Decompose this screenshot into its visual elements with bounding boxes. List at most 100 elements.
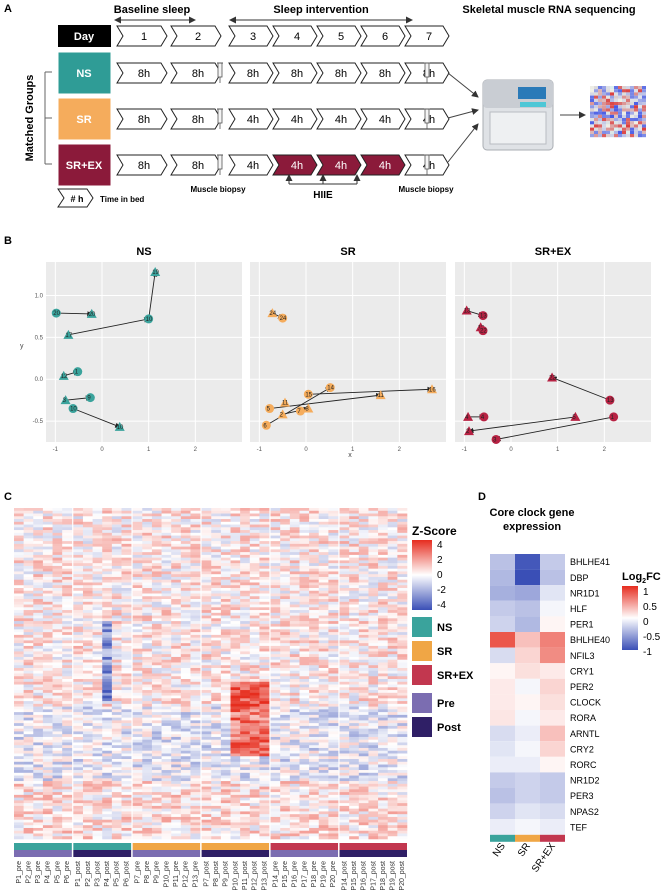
clock-heat-cell: [540, 554, 565, 570]
baseline-sleep-label: Baseline sleep: [114, 4, 191, 16]
time-in-bed-chevron: [228, 62, 274, 84]
facet-title: SR+EX: [535, 246, 572, 258]
pre-point: [375, 390, 386, 400]
post-point: [479, 412, 489, 422]
sample-label: P12_post: [252, 861, 259, 891]
panel-a-letter: A: [4, 3, 12, 15]
time-in-bed-chevron: [170, 108, 222, 130]
time-legend: Pre Post: [412, 693, 461, 737]
time-in-bed-label: 8h: [192, 68, 204, 80]
clock-heat-cell: [515, 725, 540, 742]
panel-d-letter: D: [478, 491, 486, 503]
hiie-label: HIIE: [313, 190, 333, 201]
clock-heat-cell: [490, 819, 515, 835]
sample-label: P8_pre: [144, 861, 151, 884]
panel-c: C P1_pre P2_pre P3_pre P4_pre P5_pre P6_pre P1…: [4, 491, 474, 891]
syringe-icon: [424, 154, 430, 170]
trajectory-arrow: [308, 386, 433, 395]
group-annotation: [201, 843, 270, 850]
clock-heat-cell: [540, 569, 565, 586]
time-in-bed-label: 8h: [335, 68, 347, 80]
syringe-icon: [217, 108, 223, 124]
point-label: 5: [267, 407, 271, 413]
panel-d: D Core clock gene expression BHLHE41 DBP N…: [478, 491, 661, 875]
time-in-bed-chevron: [170, 62, 222, 84]
group-label: SR: [76, 114, 91, 126]
group-annotation: [339, 843, 407, 850]
pre-point: [267, 308, 278, 318]
time-in-bed-chevron: [360, 154, 406, 176]
gene-label: CRY1: [570, 666, 594, 676]
point-label: 14: [327, 386, 334, 392]
time-in-bed-label: 4h: [335, 114, 347, 126]
time-in-bed-label: 4h: [247, 114, 259, 126]
pre-point: [60, 395, 71, 405]
sample-label: P5_pre: [54, 861, 61, 884]
point-label: 16: [429, 387, 436, 393]
log2fc-tick: 0: [643, 617, 649, 628]
clock-heat-cell: [515, 819, 540, 835]
gene-label: RORC: [570, 760, 597, 770]
sample-label: P15_pre: [282, 861, 289, 888]
x-tick-label: -1: [257, 447, 263, 453]
day-number: 5: [338, 31, 344, 43]
clock-gene-heatmap: BHLHE41 DBP NR1D1 HLF PER1 BHLHE40 NFIL3 CRY1 PE…: [490, 554, 610, 875]
point-label: 20: [89, 312, 96, 318]
clock-heat-cell: [515, 600, 540, 617]
sample-label: P6_pre: [64, 861, 71, 884]
x-tick-label: -1: [462, 447, 468, 453]
column-label: SR+EX: [530, 841, 558, 875]
group-annotation: [73, 843, 132, 850]
point-label: 3: [63, 398, 67, 404]
point-label: 20: [53, 311, 60, 317]
clock-heat-cell: [515, 788, 540, 804]
post-point: [325, 383, 335, 393]
trajectory-arrow: [495, 416, 614, 442]
sample-label: P1_pre: [16, 861, 23, 884]
point-label: 6: [263, 423, 267, 429]
post-point: [85, 393, 95, 403]
group-legend-label: SR: [437, 646, 452, 658]
gene-label: PER2: [570, 682, 594, 692]
sample-label: P10_pre: [163, 861, 170, 888]
sample-label: P3_post: [94, 861, 101, 887]
time-annotation: [201, 850, 270, 857]
point-label: 13: [607, 398, 614, 404]
trajectory-arrow: [68, 317, 150, 336]
group-legend-swatch: [412, 665, 432, 685]
trajectory-arrow: [72, 408, 121, 428]
column-label: SR: [516, 841, 533, 859]
clock-heat-cell: [515, 772, 540, 788]
pre-point: [58, 370, 69, 380]
panel-c-letter: C: [4, 491, 12, 503]
post-point: [261, 420, 271, 430]
column-annotation: [515, 834, 540, 842]
day-chevron: [228, 25, 274, 47]
pre-point: [427, 384, 437, 394]
gene-label: RORA: [570, 713, 596, 723]
point-label: 8: [305, 407, 309, 413]
clock-heat-cell: [540, 788, 565, 804]
time-legend-swatch: [412, 693, 432, 713]
group-legend-swatch: [412, 617, 432, 637]
sample-label: P8_post: [213, 861, 220, 887]
y-axis-label: y: [20, 343, 24, 350]
clock-heat-cell: [540, 616, 565, 632]
rnaseq-mini-heatmap: [590, 86, 646, 138]
rnaseq-label: Skeletal muscle RNA sequencing: [462, 4, 635, 16]
day-chevron: [360, 25, 406, 47]
pre-point: [114, 421, 125, 431]
sample-label: P3_pre: [35, 861, 42, 884]
clock-heat-cell: [490, 616, 515, 632]
clock-heat-cell: [490, 756, 515, 773]
point-label: 2: [280, 412, 284, 418]
zscore-colorbar: [412, 540, 432, 610]
gene-label: NR1D2: [570, 776, 600, 786]
clock-heat-cell: [515, 632, 540, 648]
facet-title: SR: [340, 246, 355, 258]
sample-label: P16_post: [361, 861, 368, 891]
facet-panel: [455, 262, 651, 442]
time-in-bed-chevron: [316, 62, 362, 84]
